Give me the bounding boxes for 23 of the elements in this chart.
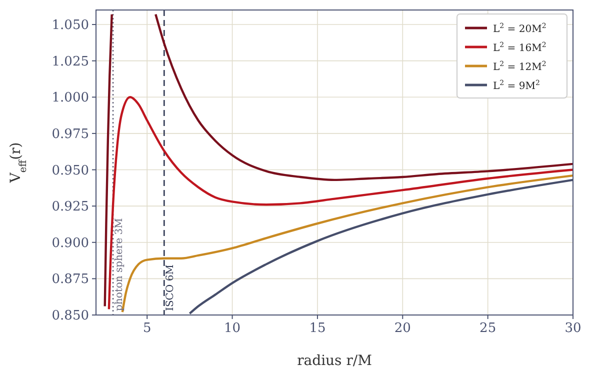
y-tick-label: 1.025 xyxy=(52,54,89,70)
y-tick-label: 0.975 xyxy=(52,126,89,142)
y-tick-label: 1.000 xyxy=(52,90,89,106)
y-tick-label: 0.925 xyxy=(52,200,89,215)
y-tick-label: 0.900 xyxy=(52,236,89,251)
x-tick-label: 5 xyxy=(142,321,152,336)
x-tick-label: 30 xyxy=(564,321,582,336)
x-tick-label: 15 xyxy=(309,321,326,336)
x-tick-label: 10 xyxy=(224,321,241,336)
y-tick-label: 0.875 xyxy=(52,272,89,288)
ref-line-label: photon sphere 3M xyxy=(114,218,126,311)
x-axis-title: radius r/M xyxy=(297,353,372,369)
legend-label: L$^{2}$ = 16M$^{2}$ xyxy=(493,41,546,54)
x-tick-label: 25 xyxy=(480,321,496,336)
legend-label: L$^{2}$ = 20M$^{2}$ xyxy=(493,22,546,35)
legend-label: L$^{2}$ = 9M$^{2}$ xyxy=(493,79,540,92)
y-tick-label: 1.050 xyxy=(52,18,89,34)
y-tick-label: 0.850 xyxy=(52,308,89,324)
ref-line-label: ISCO 6M xyxy=(165,264,176,311)
y-tick-label: 0.950 xyxy=(52,163,89,178)
x-tick-label: 20 xyxy=(394,321,411,336)
legend-label: L$^{2}$ = 12M$^{2}$ xyxy=(493,60,546,73)
line-series xyxy=(108,96,573,310)
